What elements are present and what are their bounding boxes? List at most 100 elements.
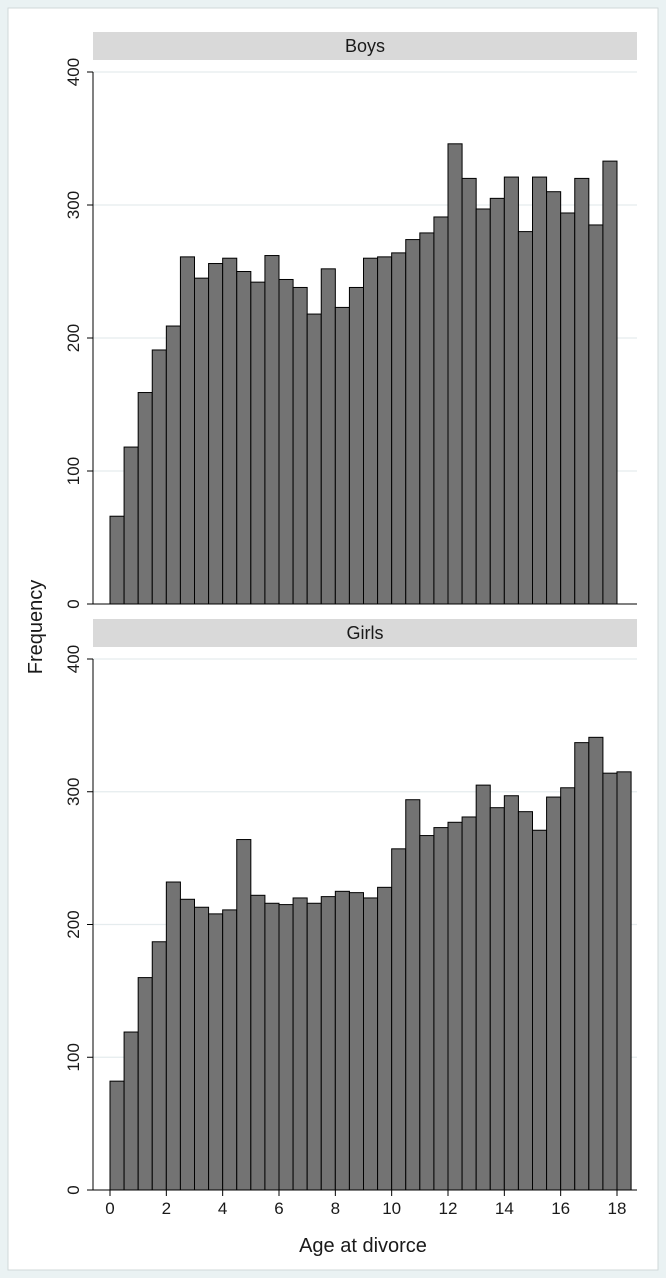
histogram-bar — [306, 902, 322, 1191]
histogram-bar — [489, 807, 505, 1191]
histogram-bar — [348, 892, 364, 1191]
histogram-bar — [503, 795, 519, 1191]
histogram-bar — [250, 281, 266, 605]
histogram-bar — [320, 896, 336, 1191]
histogram-bar — [447, 143, 463, 605]
histogram-bar — [151, 941, 167, 1191]
histogram-bar — [532, 829, 548, 1191]
histogram-bar — [588, 224, 604, 605]
x-axis: 0 2 4 6 8 10 12 14 16 18 — [105, 1190, 626, 1218]
histogram-bar — [236, 271, 252, 605]
histogram-bar — [546, 796, 562, 1191]
y-tick-label: 0 — [64, 1185, 83, 1194]
x-tick-label: 10 — [382, 1199, 401, 1218]
histogram-bar — [123, 1031, 139, 1191]
histogram-bar — [503, 176, 519, 605]
x-tick-label: 14 — [495, 1199, 514, 1218]
panel-strip — [93, 619, 637, 647]
histogram-bar — [320, 268, 336, 605]
histogram-bar — [574, 742, 590, 1191]
histogram-bar — [517, 231, 534, 605]
histogram-bar — [109, 1080, 125, 1191]
histogram-bar — [489, 197, 505, 605]
histogram-bar — [560, 212, 576, 605]
histogram-bar — [165, 881, 181, 1191]
histogram-bar — [222, 909, 238, 1191]
panel-title: Boys — [345, 36, 385, 56]
histogram-bar — [602, 160, 618, 605]
y-tick-label: 100 — [64, 457, 83, 485]
histogram-bar — [363, 257, 379, 605]
histogram-bar — [165, 325, 181, 605]
x-tick-label: 12 — [439, 1199, 458, 1218]
histogram-bar — [194, 906, 210, 1191]
histogram-bar — [208, 263, 224, 605]
histogram-bar — [208, 913, 224, 1191]
histogram-bar — [278, 904, 294, 1191]
histogram-bar — [264, 902, 280, 1191]
x-tick-label: 0 — [105, 1199, 114, 1218]
histogram-bar — [391, 252, 407, 605]
histogram-bar — [377, 256, 393, 605]
histogram-bar — [264, 255, 280, 605]
panel-title: Girls — [347, 623, 384, 643]
x-tick-label: 16 — [551, 1199, 570, 1218]
histogram-bar — [602, 772, 618, 1191]
histogram-bar — [405, 239, 421, 605]
y-tick-label: 200 — [64, 324, 83, 352]
y-axis-title: Frequency — [25, 580, 47, 675]
histogram-bar — [405, 799, 421, 1191]
histogram-bar — [109, 515, 125, 605]
histogram-bar — [419, 835, 435, 1191]
histogram-bar — [348, 286, 364, 605]
histogram-bar — [236, 839, 252, 1191]
histogram-bar — [363, 897, 379, 1191]
histogram-bar — [461, 816, 477, 1191]
histogram-bar — [377, 886, 393, 1191]
histogram-bar — [616, 771, 632, 1191]
y-tick-label: 300 — [64, 191, 83, 219]
histogram-bar — [123, 446, 139, 605]
y-tick-label: 400 — [64, 645, 83, 673]
x-tick-label: 4 — [218, 1199, 227, 1218]
histogram-bar — [574, 177, 590, 605]
histogram-bar — [334, 890, 350, 1191]
x-tick-label: 18 — [608, 1199, 627, 1218]
x-tick-label: 2 — [162, 1199, 171, 1218]
histogram-bar — [588, 736, 604, 1191]
histogram-bar — [560, 787, 576, 1191]
histogram-bar — [179, 256, 196, 605]
y-tick-label: 100 — [64, 1043, 83, 1071]
y-tick-label: 400 — [64, 58, 83, 86]
histogram-bar — [475, 208, 491, 605]
x-tick-label: 8 — [331, 1199, 340, 1218]
histogram-bar — [334, 306, 350, 605]
histogram-bar — [137, 392, 153, 605]
histogram-bar — [391, 848, 407, 1191]
histogram-bar — [137, 977, 153, 1191]
panel-girls: Girls 0 100 200 300 400 — [64, 619, 637, 1195]
histogram-bar — [222, 257, 238, 605]
panel-boys: Boys 0 100 200 300 400 — [64, 32, 637, 609]
histogram-bar — [475, 784, 491, 1191]
histogram-bar — [461, 177, 477, 605]
histogram-bar — [292, 286, 308, 605]
histogram-bar — [194, 277, 210, 605]
histogram-bar — [433, 827, 449, 1191]
histogram-bar — [447, 821, 463, 1191]
x-axis-title: Age at divorce — [299, 1235, 427, 1257]
histogram-bar — [419, 232, 435, 605]
panels: Boys 0 100 200 300 400 Girls 0 100 200 300 400 0 2 4 6 8… — [64, 32, 637, 1218]
histogram-bar — [179, 898, 196, 1191]
y-tick-label: 300 — [64, 778, 83, 806]
y-tick-label: 0 — [64, 599, 83, 608]
histogram-bar — [546, 191, 562, 605]
x-tick-label: 6 — [274, 1199, 283, 1218]
histogram-bar — [532, 176, 548, 605]
histogram-bar — [517, 811, 534, 1191]
histogram-bar — [306, 313, 322, 605]
histogram-bar — [151, 349, 167, 605]
y-tick-label: 200 — [64, 910, 83, 938]
histogram-bar — [250, 894, 266, 1191]
